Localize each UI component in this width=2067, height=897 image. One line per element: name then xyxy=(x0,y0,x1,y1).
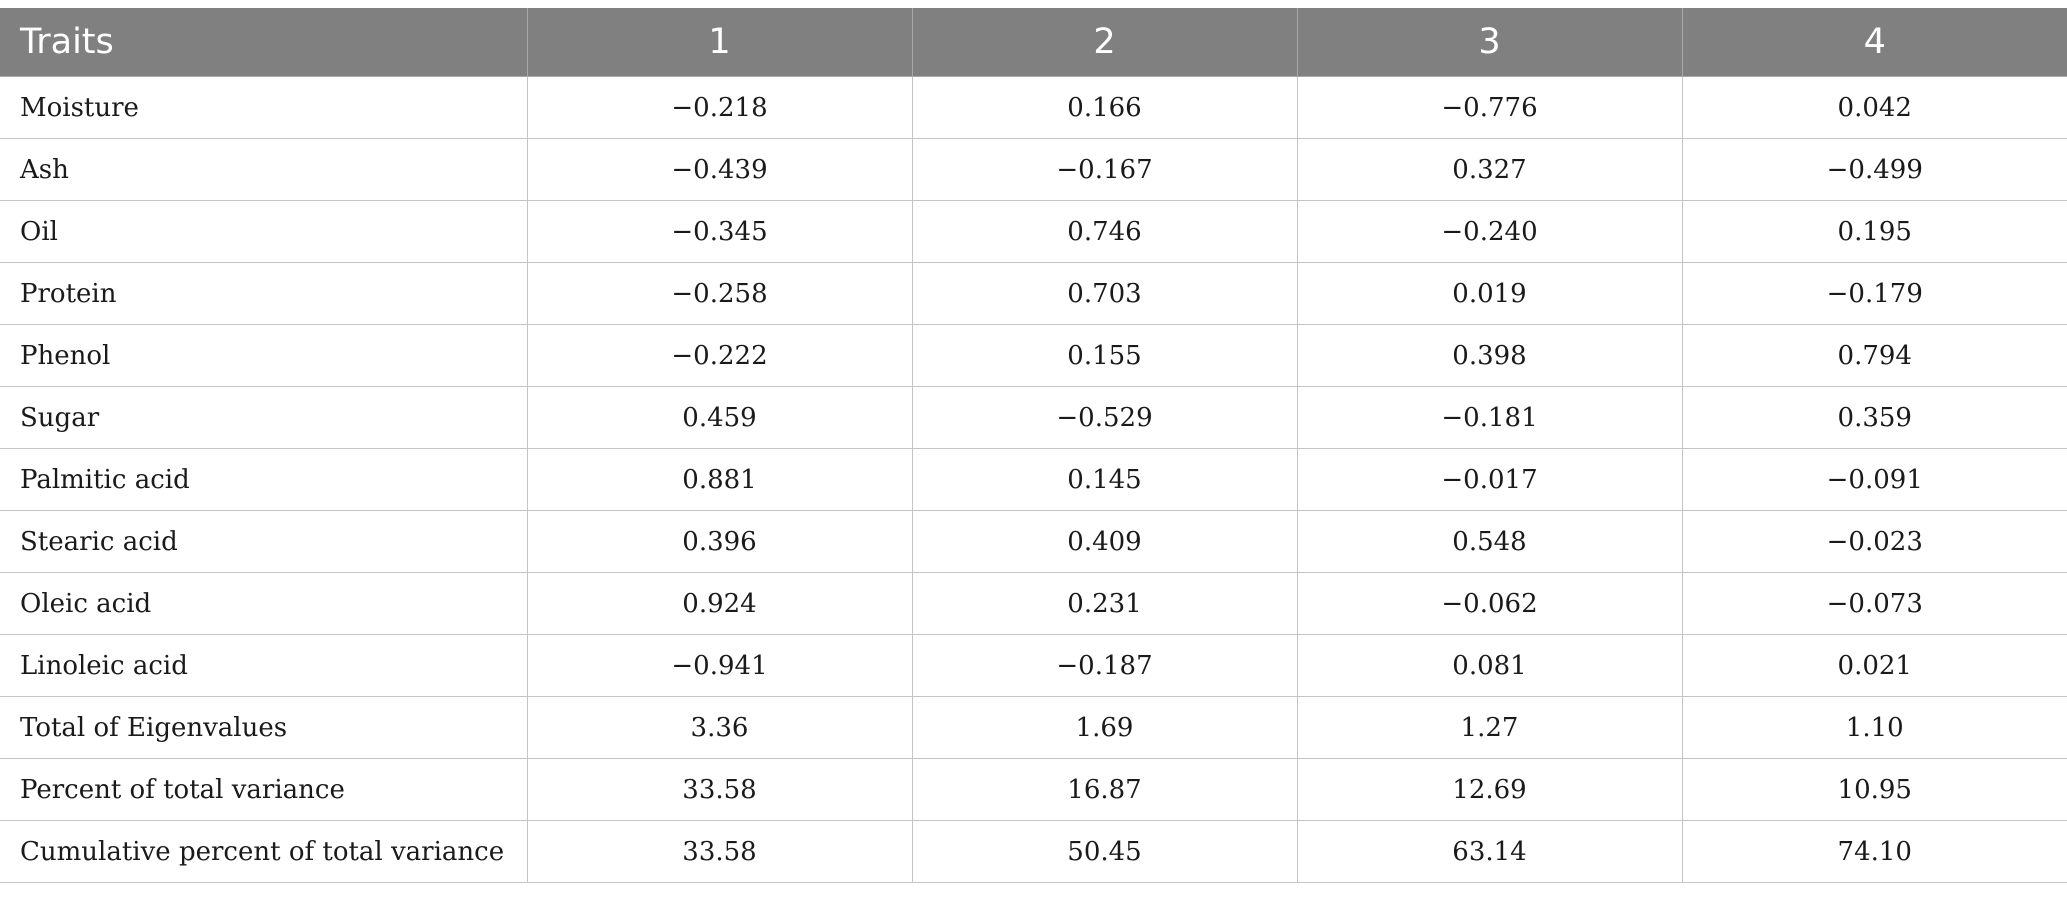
value-cell: 33.58 xyxy=(527,820,913,883)
value-cell: −0.439 xyxy=(527,138,913,201)
value-cell: 0.195 xyxy=(1682,200,2067,263)
table-row: Sugar 0.459 −0.529 −0.181 0.359 xyxy=(0,386,2067,449)
value-cell: 1.69 xyxy=(912,696,1298,759)
value-cell: −0.073 xyxy=(1682,572,2067,635)
value-cell: −0.218 xyxy=(527,76,913,139)
table-row: Linoleic acid −0.941 −0.187 0.081 0.021 xyxy=(0,634,2067,697)
column-header-2: 2 xyxy=(912,8,1298,77)
table-row: Moisture −0.218 0.166 −0.776 0.042 xyxy=(0,76,2067,139)
table-row: Protein −0.258 0.703 0.019 −0.179 xyxy=(0,262,2067,325)
value-cell: 63.14 xyxy=(1297,820,1683,883)
value-cell: 0.166 xyxy=(912,76,1298,139)
table-row: Ash −0.439 −0.167 0.327 −0.499 xyxy=(0,138,2067,201)
value-cell: 0.548 xyxy=(1297,510,1683,573)
value-cell: 0.746 xyxy=(912,200,1298,263)
data-table-container: Traits 1 2 3 4 Moisture −0.218 0.166 −0.776… xyxy=(0,8,2067,883)
table-row: Phenol −0.222 0.155 0.398 0.794 xyxy=(0,324,2067,387)
value-cell: 1.10 xyxy=(1682,696,2067,759)
table-row: Stearic acid 0.396 0.409 0.548 −0.023 xyxy=(0,510,2067,573)
column-header-4: 4 xyxy=(1682,8,2067,77)
value-cell: −0.179 xyxy=(1682,262,2067,325)
value-cell: 0.021 xyxy=(1682,634,2067,697)
row-label-cell: Percent of total variance xyxy=(0,758,528,821)
value-cell: 0.459 xyxy=(527,386,913,449)
value-cell: −0.017 xyxy=(1297,448,1683,511)
value-cell: 74.10 xyxy=(1682,820,2067,883)
value-cell: 33.58 xyxy=(527,758,913,821)
value-cell: 12.69 xyxy=(1297,758,1683,821)
column-header-traits: Traits xyxy=(0,8,528,77)
value-cell: −0.187 xyxy=(912,634,1298,697)
row-label-cell: Total of Eigenvalues xyxy=(0,696,528,759)
row-label-cell: Stearic acid xyxy=(0,510,528,573)
row-label-cell: Phenol xyxy=(0,324,528,387)
table-row: Total of Eigenvalues 3.36 1.69 1.27 1.10 xyxy=(0,696,2067,759)
table-body: Moisture −0.218 0.166 −0.776 0.042 Ash −0.439−… xyxy=(0,76,2067,883)
value-cell: 0.703 xyxy=(912,262,1298,325)
value-cell: −0.091 xyxy=(1682,448,2067,511)
value-cell: −0.062 xyxy=(1297,572,1683,635)
table-row: Oil −0.345 0.746 −0.240 0.195 xyxy=(0,200,2067,263)
row-label-cell: Ash xyxy=(0,138,528,201)
row-label-cell: Linoleic acid xyxy=(0,634,528,697)
row-label-cell: Cumulative percent of total variance xyxy=(0,820,528,883)
value-cell: 3.36 xyxy=(527,696,913,759)
value-cell: −0.181 xyxy=(1297,386,1683,449)
value-cell: −0.023 xyxy=(1682,510,2067,573)
value-cell: −0.222 xyxy=(527,324,913,387)
value-cell: −0.240 xyxy=(1297,200,1683,263)
table-header: Traits 1 2 3 4 xyxy=(0,8,2067,77)
value-cell: 0.396 xyxy=(527,510,913,573)
column-header-1: 1 xyxy=(527,8,913,77)
value-cell: 16.87 xyxy=(912,758,1298,821)
row-label-cell: Oleic acid xyxy=(0,572,528,635)
value-cell: 0.145 xyxy=(912,448,1298,511)
row-label-cell: Oil xyxy=(0,200,528,263)
value-cell: −0.167 xyxy=(912,138,1298,201)
table-row: Cumulative percent of total variance 33.5… xyxy=(0,820,2067,883)
value-cell: 10.95 xyxy=(1682,758,2067,821)
row-label-cell: Protein xyxy=(0,262,528,325)
value-cell: 0.924 xyxy=(527,572,913,635)
value-cell: −0.258 xyxy=(527,262,913,325)
value-cell: −0.345 xyxy=(527,200,913,263)
value-cell: 0.327 xyxy=(1297,138,1683,201)
row-label-cell: Sugar xyxy=(0,386,528,449)
column-header-3: 3 xyxy=(1297,8,1683,77)
value-cell: 0.155 xyxy=(912,324,1298,387)
value-cell: 0.881 xyxy=(527,448,913,511)
traits-table: Traits 1 2 3 4 Moisture −0.218 0.166 −0.776… xyxy=(0,8,2067,883)
value-cell: 50.45 xyxy=(912,820,1298,883)
table-row: Palmitic acid 0.881 0.145 −0.017 −0.091 xyxy=(0,448,2067,511)
header-row: Traits 1 2 3 4 xyxy=(0,8,2067,77)
value-cell: −0.776 xyxy=(1297,76,1683,139)
value-cell: −0.499 xyxy=(1682,138,2067,201)
table-row: Oleic acid 0.924 0.231 −0.062 −0.073 xyxy=(0,572,2067,635)
value-cell: 1.27 xyxy=(1297,696,1683,759)
value-cell: 0.231 xyxy=(912,572,1298,635)
table-row: Percent of total variance 33.58 16.87 12.69… xyxy=(0,758,2067,821)
value-cell: 0.409 xyxy=(912,510,1298,573)
row-label-cell: Palmitic acid xyxy=(0,448,528,511)
value-cell: 0.081 xyxy=(1297,634,1683,697)
value-cell: 0.359 xyxy=(1682,386,2067,449)
value-cell: −0.941 xyxy=(527,634,913,697)
value-cell: 0.398 xyxy=(1297,324,1683,387)
value-cell: −0.529 xyxy=(912,386,1298,449)
value-cell: 0.794 xyxy=(1682,324,2067,387)
value-cell: 0.019 xyxy=(1297,262,1683,325)
value-cell: 0.042 xyxy=(1682,76,2067,139)
row-label-cell: Moisture xyxy=(0,76,528,139)
